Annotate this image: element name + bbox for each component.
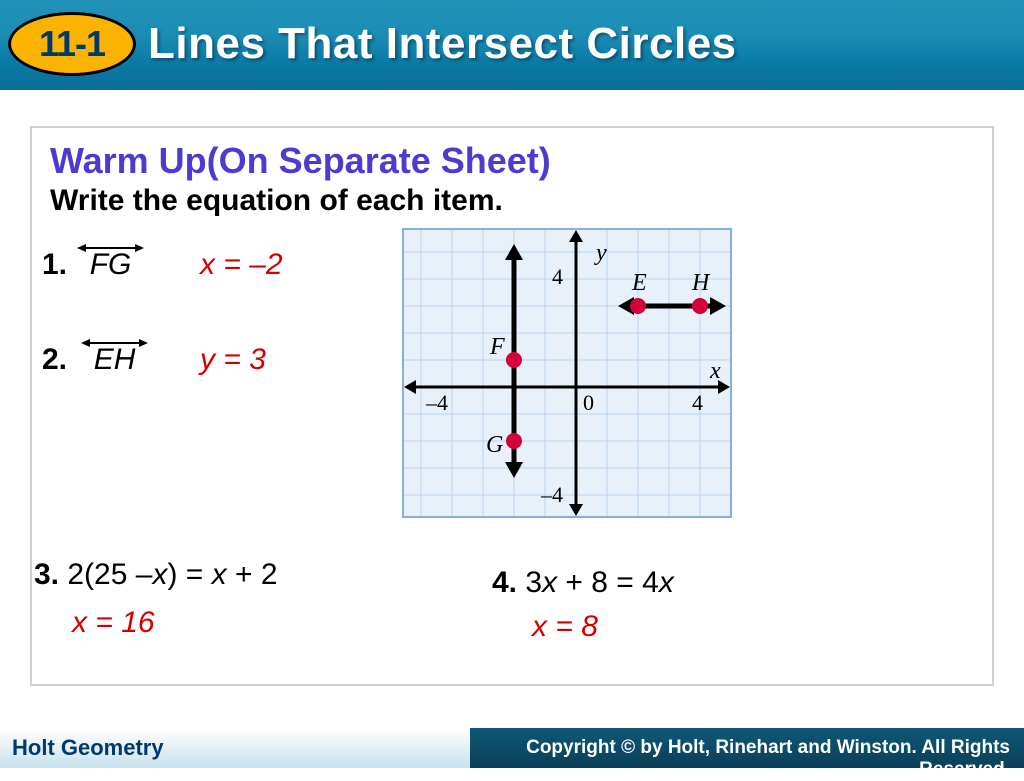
problem-3-num: 3. <box>34 558 59 591</box>
warmup-title: Warm Up(On Separate Sheet) <box>50 140 974 182</box>
coordinate-graph: y x 0 4 –4 4 –4 F G E H <box>402 228 732 518</box>
footer-left: Holt Geometry <box>0 728 470 768</box>
problem-2-num: 2. <box>42 343 67 376</box>
slide-footer: Holt Geometry Copyright © by Holt, Rineh… <box>0 728 1024 768</box>
svg-text:4: 4 <box>692 390 703 415</box>
problem-2-answer: y = 3 <box>200 343 266 377</box>
lesson-badge: 11-1 <box>8 9 136 79</box>
problem-3: 3. 2(25 –x) = x + 2 <box>34 558 278 592</box>
problem-2-expr: EH <box>94 343 136 376</box>
lesson-number: 11-1 <box>8 23 136 65</box>
slide-title: Lines That Intersect Circles <box>148 19 737 69</box>
slide-header: 11-1 Lines That Intersect Circles <box>0 0 1024 90</box>
problem-1-expr: FG <box>90 248 132 281</box>
problem-1: 1. FG <box>42 248 131 282</box>
origin-label: 0 <box>583 390 594 415</box>
footer-right: Copyright © by Holt, Rinehart and Winsto… <box>470 728 1024 768</box>
svg-text:4: 4 <box>552 264 563 289</box>
problem-1-answer: x = –2 <box>200 248 283 282</box>
problem-4-answer: x = 8 <box>532 610 598 644</box>
problem-1-num: 1. <box>42 248 67 281</box>
y-axis-label: y <box>594 240 607 266</box>
problem-4: 4. 3x + 8 = 4x <box>492 566 674 600</box>
point-label-G: G <box>486 432 503 458</box>
content-box: Warm Up(On Separate Sheet) Write the equ… <box>30 126 994 686</box>
svg-text:–4: –4 <box>540 482 563 507</box>
problem-3-answer: x = 16 <box>72 606 155 640</box>
x-axis-label: x <box>709 358 721 384</box>
instruction: Write the equation of each item. <box>50 184 974 218</box>
problem-2: 2. EH <box>42 343 135 377</box>
point-label-H: H <box>691 270 711 296</box>
point-label-E: E <box>631 270 647 296</box>
point-label-F: F <box>489 334 505 360</box>
problem-4-num: 4. <box>492 566 517 599</box>
svg-text:–4: –4 <box>425 390 448 415</box>
